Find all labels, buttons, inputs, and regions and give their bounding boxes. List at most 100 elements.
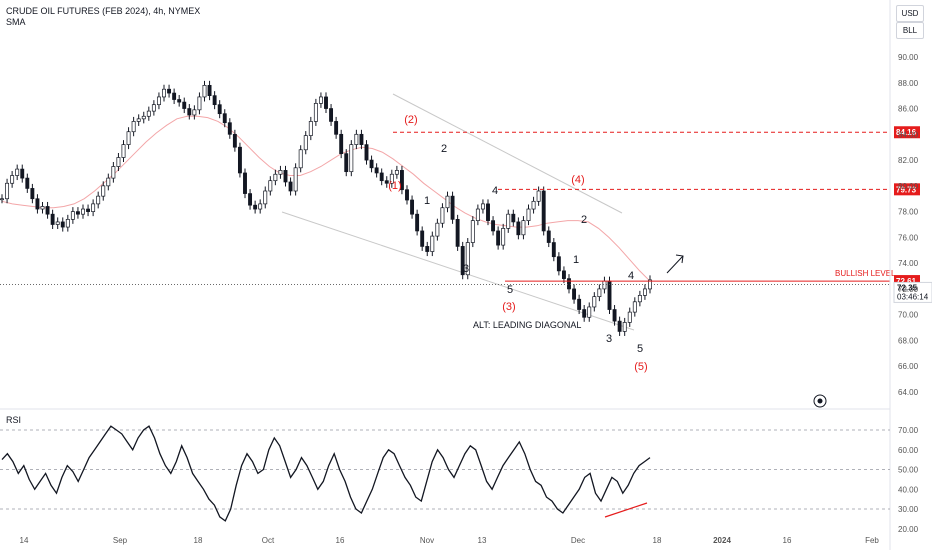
candle-body — [288, 181, 293, 192]
candle-body — [521, 220, 526, 236]
symbol-title: CRUDE OIL FUTURES (FEB 2024), 4h, NYMEX — [6, 6, 201, 16]
price-tick-label: 64.00 — [898, 388, 919, 397]
candle-body — [20, 168, 25, 179]
candle-body — [55, 221, 60, 225]
candle-body — [460, 246, 465, 276]
candle-body — [192, 109, 197, 116]
candle-body — [551, 242, 556, 258]
candle-body — [511, 213, 516, 223]
candle-body — [101, 185, 106, 197]
lower-trendline — [281, 211, 635, 331]
candle-body — [263, 190, 268, 205]
time-axis: 14 Sep 18 Oct 16 Nov 13 Dec 18 2024 16 Feb — [20, 536, 880, 545]
candle-body — [531, 200, 536, 210]
candle-body — [40, 206, 45, 210]
candle-body — [121, 144, 126, 158]
wave-label: 4 — [628, 270, 634, 282]
current-price-label: 72.35 — [897, 283, 918, 292]
candle-body — [637, 295, 642, 303]
candle-body — [546, 230, 551, 243]
candle-body — [410, 199, 415, 215]
rsi-tick-label: 40.00 — [898, 485, 919, 494]
candle-body — [405, 189, 409, 201]
time-tick-label: Dec — [571, 536, 585, 545]
price-tick-label: 82.00 — [898, 156, 919, 165]
candle-body — [268, 180, 273, 192]
wave-label: (5) — [634, 361, 647, 373]
time-tick-label: 16 — [336, 536, 345, 545]
candle-body — [632, 301, 637, 313]
candle-body — [399, 170, 404, 191]
candle-body — [248, 193, 253, 206]
candle-body — [106, 177, 111, 187]
candle-body — [86, 208, 91, 212]
unit-button[interactable]: BLL — [896, 22, 924, 39]
wave-label: 4 — [492, 185, 498, 197]
candle-body — [207, 84, 212, 97]
candle-body — [536, 190, 541, 202]
candle-body — [258, 203, 263, 210]
upper-trendline — [392, 93, 623, 214]
candle-body — [222, 113, 227, 124]
candle-body — [602, 280, 607, 290]
time-tick-label: 16 — [783, 536, 792, 545]
candle-body — [202, 84, 207, 98]
candle-body — [65, 218, 70, 228]
candle-body — [25, 177, 30, 189]
candle-body — [526, 208, 531, 221]
candle-body — [597, 288, 602, 298]
logo-icon — [813, 394, 827, 408]
price-tick-label: 76.00 — [898, 233, 919, 242]
time-tick-label: Sep — [113, 536, 128, 545]
countdown-label: 03:46:14 — [897, 292, 929, 301]
price-tick-label: 68.00 — [898, 336, 919, 345]
wave-label: 5 — [637, 343, 643, 355]
candle-body — [96, 195, 101, 205]
candle-body — [561, 270, 566, 279]
wave-label: (2) — [404, 114, 417, 126]
candle-body — [298, 149, 303, 169]
level-tag — [894, 183, 920, 196]
candle-body — [475, 208, 480, 221]
candle-body — [81, 208, 85, 215]
candle-body — [501, 228, 506, 246]
logo-dot-icon — [817, 398, 823, 404]
candle-body — [612, 309, 617, 322]
candle-body — [313, 103, 318, 122]
wave-label: 5 — [507, 284, 513, 296]
candle-body — [389, 173, 394, 184]
candle-body — [445, 195, 450, 209]
candle-body — [318, 96, 323, 104]
wave-label: (1) — [388, 180, 401, 192]
candle-body — [197, 96, 202, 111]
rsi-tick-label: 70.00 — [898, 426, 919, 435]
wave-labels: (2) (1) 2 1 4 3 5 (3) (4) 2 1 4 3 5 (5) ALT: LEADING DI… — [388, 114, 827, 408]
candle-body — [217, 104, 222, 115]
currency-button[interactable]: USD — [896, 5, 924, 22]
time-tick-label: 18 — [194, 536, 203, 545]
level-tag — [894, 126, 920, 139]
wave-label: 3 — [463, 263, 469, 275]
candle-body — [182, 101, 187, 109]
time-tick-label: 13 — [478, 536, 487, 545]
candle-body — [470, 220, 475, 243]
candle-body — [141, 115, 146, 120]
candle-body — [465, 242, 470, 276]
candle-body — [339, 133, 344, 154]
candle-body — [450, 195, 455, 220]
candle-body — [151, 104, 156, 112]
candle-body — [491, 220, 496, 232]
candle-body — [592, 296, 597, 308]
candle-body — [430, 235, 435, 252]
candle-body — [75, 211, 80, 215]
rsi-tick-label: 50.00 — [898, 466, 919, 475]
candle-body — [334, 121, 339, 135]
candle-body — [572, 288, 577, 300]
rsi-tick-label: 20.00 — [898, 525, 919, 534]
diagonal-channel — [281, 93, 635, 331]
wave-label: 2 — [581, 214, 587, 226]
current-price-tag — [893, 281, 932, 303]
candle-body — [379, 172, 384, 182]
